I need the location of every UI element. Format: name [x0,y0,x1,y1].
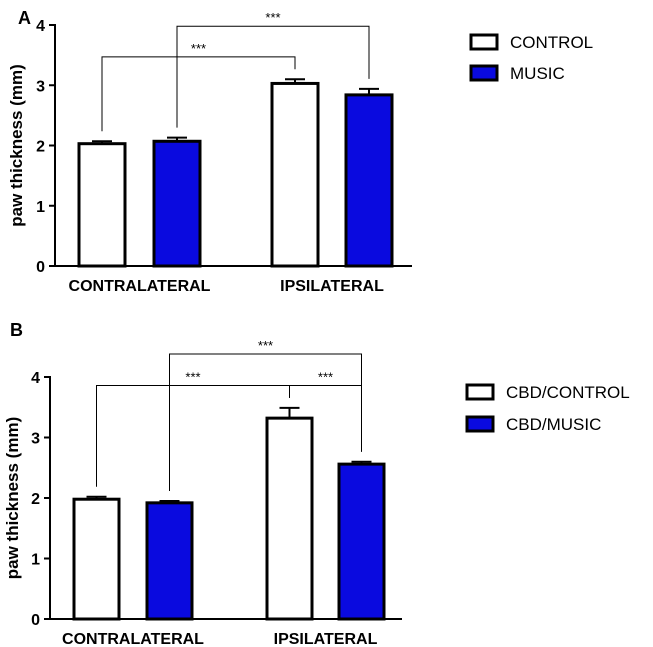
y-tick-label: 2 [31,491,40,508]
y-tick-label: 4 [31,370,40,387]
significance-bracket [101,56,296,132]
y-tick-label: 4 [36,18,45,35]
legend-label: CONTROL [510,33,593,52]
significance-label: *** [318,369,333,384]
y-tick-label: 2 [36,139,45,156]
y-axis-label: paw thickness (mm) [7,64,26,227]
significance-label: *** [185,369,200,384]
legend-swatch [465,383,495,401]
bar [265,416,314,621]
y-tick-label: 1 [36,199,45,216]
bar [72,497,121,621]
y-tick-label: 0 [36,259,45,276]
significance-bracket [176,25,370,128]
x-category-label: IPSILATERAL [280,278,384,295]
significance-label: *** [258,338,273,353]
y-tick-label: 3 [36,78,45,95]
legend-label: CBD/CONTROL [506,383,630,402]
significance-bracket [96,384,290,487]
legend-label: MUSIC [510,64,565,83]
significance-label: *** [191,41,206,56]
bar [337,462,386,621]
bar [77,142,127,268]
bar [344,93,394,268]
significance-label: *** [265,10,280,25]
bar [145,501,194,621]
y-tick-label: 3 [31,431,40,448]
legend-swatch [465,415,495,433]
x-category-label: CONTRALATERAL [69,278,211,295]
legend-swatch [469,33,499,51]
legend-swatch [469,64,499,82]
significance-bracket [289,384,362,452]
panel-label: B [10,320,23,340]
bar [152,139,202,268]
x-category-label: CONTRALATERAL [62,631,204,647]
panel-label: A [18,8,31,28]
y-axis-label: paw thickness (mm) [3,417,22,580]
x-category-label: IPSILATERAL [274,631,378,647]
legend-label: CBD/MUSIC [506,415,601,434]
y-tick-label: 1 [31,552,40,569]
bar [270,81,320,268]
y-tick-label: 0 [31,612,40,629]
